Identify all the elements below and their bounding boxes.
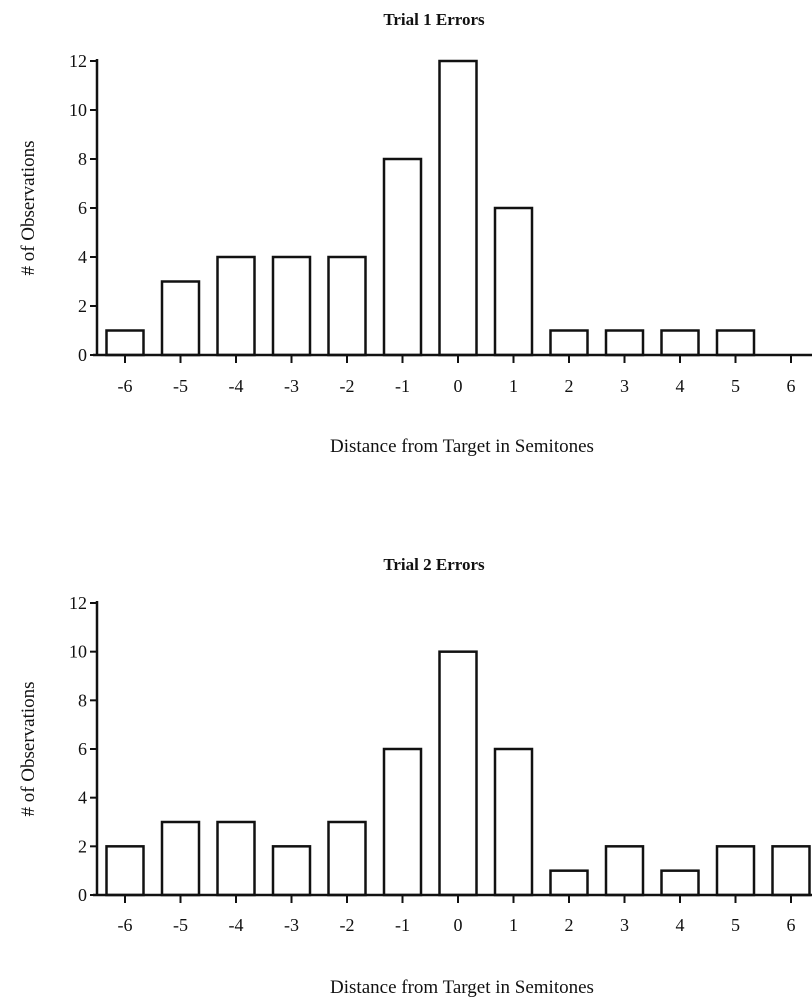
x-tick-label: -1 [395, 915, 410, 935]
bar-6 [771, 845, 811, 897]
bar-5 [715, 329, 756, 357]
chart-title: Trial 2 Errors [383, 555, 485, 574]
x-tick-label: 1 [509, 915, 518, 935]
y-tick-label: 0 [78, 345, 87, 365]
bar-1 [493, 206, 534, 357]
x-tick-label: 5 [731, 915, 740, 935]
x-tick-label: -2 [340, 376, 355, 396]
y-tick-label: 4 [78, 788, 87, 808]
y-tick-label: 10 [69, 100, 87, 120]
chart-title: Trial 1 Errors [383, 10, 485, 29]
bar--3 [271, 255, 312, 357]
bar--5 [160, 280, 201, 357]
bar--3 [271, 845, 312, 897]
x-tick-label: -6 [118, 915, 133, 935]
bar--5 [160, 820, 201, 897]
chart-trial-2: Trial 2 Errors # of Observations Distanc… [18, 555, 812, 998]
bar-0 [438, 59, 478, 357]
bar-1 [493, 747, 534, 897]
bar--6 [105, 845, 145, 897]
bar--4 [216, 255, 256, 357]
bar-4 [660, 869, 700, 897]
x-axis-label: Distance from Target in Semitones [330, 977, 594, 998]
x-tick-label: -5 [173, 376, 188, 396]
bar-2 [549, 329, 589, 357]
y-tick-label: 12 [69, 593, 87, 613]
x-axis-label: Distance from Target in Semitones [330, 436, 594, 457]
x-tick-label: -6 [118, 376, 133, 396]
x-tick-label: -3 [284, 915, 299, 935]
x-tick-label: -3 [284, 376, 299, 396]
bar-4 [660, 329, 700, 357]
x-tick-label: 3 [620, 915, 629, 935]
x-tick-label: 3 [620, 376, 629, 396]
x-tick-label: 0 [454, 915, 463, 935]
x-tick-label: 4 [676, 915, 685, 935]
y-tick-label: 0 [78, 885, 87, 905]
bar--4 [216, 820, 256, 897]
y-tick-label: 8 [78, 149, 87, 169]
bar-2 [549, 869, 589, 897]
bar-3 [604, 329, 645, 357]
bar--2 [327, 820, 367, 897]
y-axis-label: # of Observations [18, 140, 39, 275]
y-tick-label: 2 [78, 836, 87, 856]
bar--6 [105, 329, 145, 357]
x-tick-label: 0 [454, 376, 463, 396]
x-tick-label: 6 [787, 376, 796, 396]
x-tick-label: 5 [731, 376, 740, 396]
x-tick-label: -1 [395, 376, 410, 396]
x-tick-label: -4 [229, 376, 244, 396]
y-tick-label: 6 [78, 739, 87, 759]
x-tick-label: 1 [509, 376, 518, 396]
bar-5 [715, 845, 756, 897]
x-tick-label: -4 [229, 915, 244, 935]
x-tick-label: -2 [340, 915, 355, 935]
y-tick-label: 4 [78, 247, 87, 267]
y-tick-label: 10 [69, 642, 87, 662]
x-tick-label: 2 [565, 915, 574, 935]
bar--2 [327, 255, 367, 357]
bar--1 [382, 157, 423, 357]
x-tick-label: -5 [173, 915, 188, 935]
y-tick-label: 2 [78, 296, 87, 316]
y-tick-label: 12 [69, 51, 87, 71]
x-tick-label: 4 [676, 376, 685, 396]
y-tick-label: 8 [78, 690, 87, 710]
x-tick-label: 6 [787, 915, 796, 935]
y-axis-label: # of Observations [18, 681, 39, 816]
bar-3 [604, 845, 645, 897]
y-tick-label: 6 [78, 198, 87, 218]
chart-trial-1: Trial 1 Errors # of Observations Distanc… [18, 10, 812, 457]
x-tick-label: 2 [565, 376, 574, 396]
bar-0 [438, 650, 478, 897]
bar--1 [382, 747, 423, 897]
